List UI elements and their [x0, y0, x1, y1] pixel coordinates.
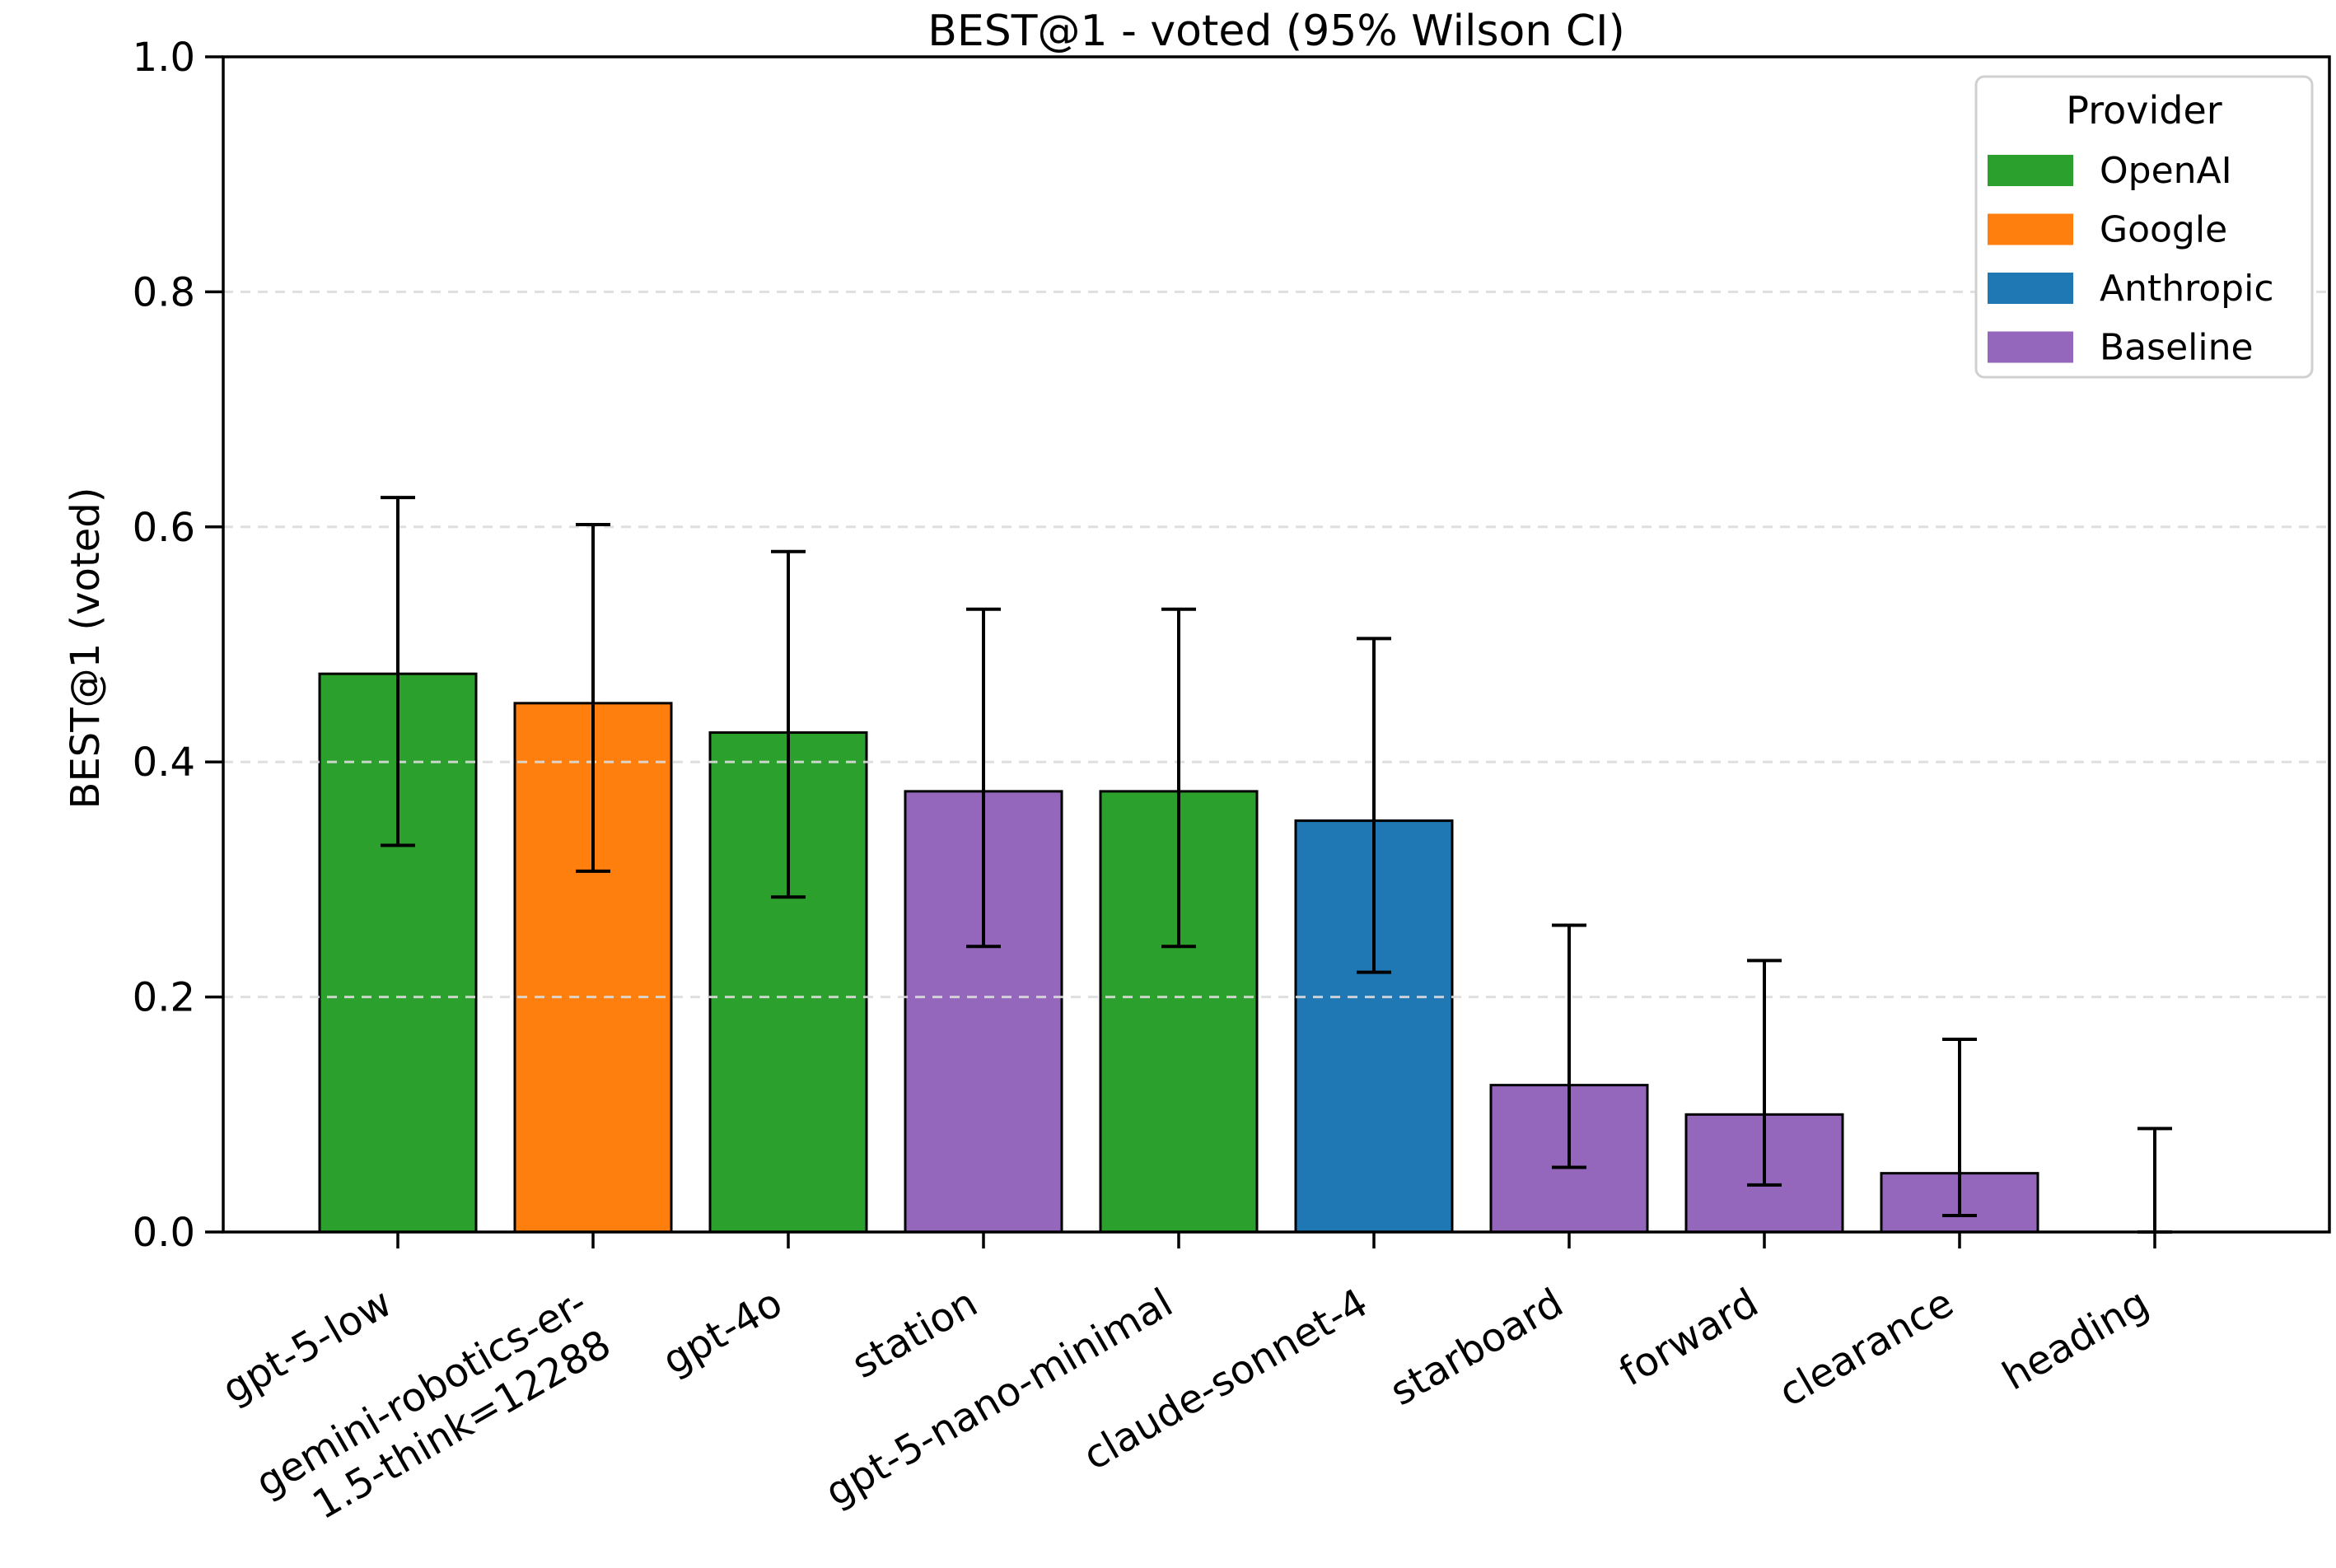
legend-swatch: [1988, 155, 2073, 186]
legend-swatch: [1988, 273, 2073, 304]
x-tick-label: gpt-5-nano-minimal: [818, 1280, 1180, 1516]
y-tick-label: 0.6: [133, 505, 195, 551]
legend-swatch: [1988, 213, 2073, 245]
chart-title: BEST@1 - voted (95% Wilson CI): [927, 7, 1625, 56]
x-tick-label: heading: [1995, 1280, 2156, 1400]
legend-item-label: Baseline: [2100, 327, 2254, 369]
x-tick-label: gpt-4o: [655, 1280, 790, 1384]
y-tick-label: 0.8: [133, 269, 195, 315]
legend-item-label: OpenAI: [2100, 150, 2232, 192]
y-tick-label: 0.2: [133, 975, 195, 1021]
legend-item-label: Anthropic: [2100, 268, 2274, 310]
x-tick-label: starboard: [1382, 1280, 1571, 1415]
legend-title: Provider: [2066, 88, 2222, 133]
x-tick-label: station: [844, 1280, 985, 1388]
legend: Provider OpenAI Google Anthropic Baseline: [1974, 75, 2314, 379]
y-tick-label: 0.0: [133, 1210, 195, 1256]
legend-item-label: Google: [2100, 209, 2227, 251]
y-tick-label: 1.0: [133, 35, 195, 81]
axes-frame: [222, 55, 2331, 1234]
x-tick-label: clearance: [1771, 1280, 1961, 1416]
x-tick-label: gemini-robotics-er-1.5-think=12288: [248, 1280, 619, 1547]
y-tick-label: 0.4: [133, 740, 195, 786]
x-tick-label: gpt-5-low: [214, 1280, 399, 1413]
legend-swatch: [1988, 331, 2073, 363]
x-tick-label: forward: [1612, 1280, 1766, 1396]
